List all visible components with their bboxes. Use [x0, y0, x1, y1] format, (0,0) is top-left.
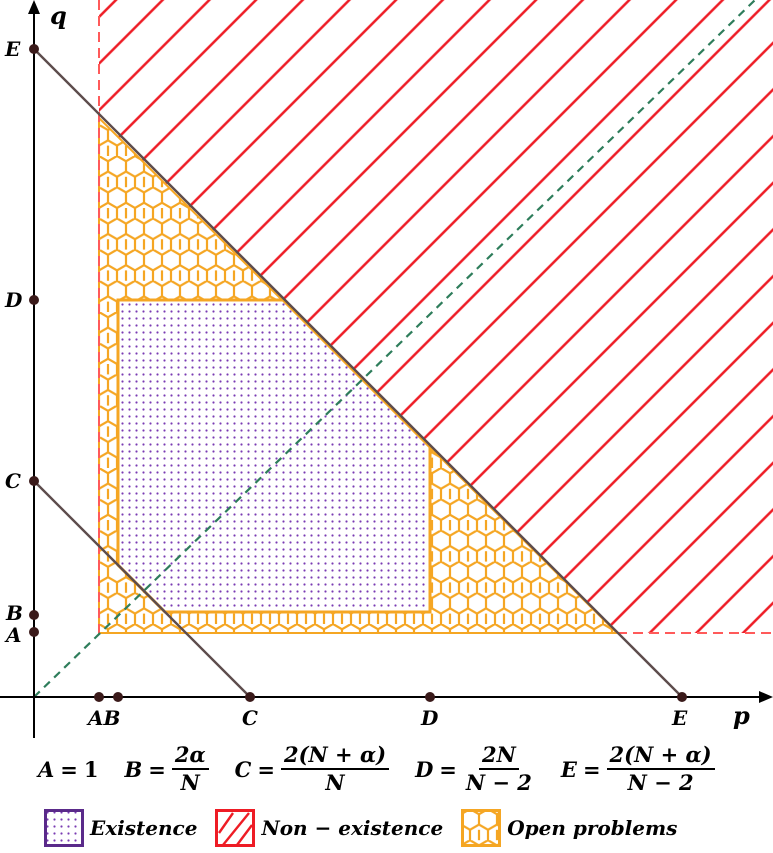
def-a-value: 1 [83, 756, 99, 782]
def-c-eq: = [257, 756, 275, 782]
definition-c: C = 2(N + α) N [234, 744, 390, 795]
legend-existence-label: Existence [90, 816, 198, 840]
y-axis-label: q [50, 1, 67, 30]
def-e-var: E [560, 756, 577, 782]
y-axis-arrow [28, 0, 40, 14]
boundary-line-e [33, 48, 683, 698]
point-d-y [29, 295, 39, 305]
def-d-fraction: 2N N − 2 [463, 744, 535, 794]
def-e-denominator: N − 2 [627, 770, 694, 795]
label-a-y: A [4, 623, 22, 647]
non-existence-swatch [215, 809, 256, 847]
def-c-denominator: N [325, 770, 345, 795]
point-d-x [425, 692, 435, 702]
x-axis-arrow [759, 691, 773, 703]
def-b-numerator: 2α [171, 744, 209, 770]
definition-d: D = 2N N − 2 [415, 744, 535, 794]
def-d-var: D [415, 756, 434, 782]
def-e-eq: = [582, 756, 601, 782]
legend-open-problems-label: Open problems [507, 816, 678, 840]
label-d-y: D [4, 288, 23, 312]
legend: Existence Non − existence Open problems [44, 806, 773, 850]
point-definitions: A = 1 B = 2α N C = 2(N + α) N D = 2N N −… [38, 738, 773, 800]
point-e-y [29, 44, 39, 54]
point-e-x [677, 692, 687, 702]
point-b-x [113, 692, 123, 702]
definition-b: B = 2α N [125, 744, 209, 794]
label-e-y: E [4, 37, 21, 61]
legend-non-existence: Non − existence [215, 809, 443, 847]
label-c-x: C [242, 706, 258, 730]
definition-e: E = 2(N + α) N − 2 [561, 744, 715, 794]
label-b-y: B [5, 601, 23, 625]
y-axis-points: E D C B A [4, 37, 39, 647]
legend-existence: Existence [44, 809, 197, 847]
open-problems-swatch [461, 809, 502, 847]
def-d-denominator: N − 2 [465, 770, 532, 795]
def-c-numerator: 2(N + α) [281, 744, 390, 770]
definition-a: A = 1 [38, 757, 99, 782]
legend-non-existence-label: Non − existence [261, 816, 444, 840]
def-d-numerator: 2N [479, 744, 519, 770]
point-c-y [29, 476, 39, 486]
boundary-line-c [33, 480, 251, 698]
point-c-x [245, 692, 255, 702]
def-c-fraction: 2(N + α) N [281, 744, 390, 795]
existence-swatch [44, 809, 84, 847]
label-d-x: D [420, 706, 439, 730]
def-b-var: B [124, 756, 143, 782]
x-axis-points: AB C D E [86, 692, 688, 730]
def-a-eq: = [60, 756, 78, 782]
legend-open-problems: Open problems [461, 809, 677, 847]
non-existence-region [99, 0, 773, 633]
def-a-var: A [38, 756, 55, 782]
region-diagram: p q E D C B A AB C D E [0, 0, 773, 738]
x-axis-label: p [733, 701, 750, 730]
def-c-var: C [234, 756, 252, 782]
label-c-y: C [5, 469, 21, 493]
def-d-eq: = [439, 756, 457, 782]
def-e-numerator: 2(N + α) [606, 744, 715, 770]
def-b-eq: = [148, 756, 166, 782]
def-b-fraction: 2α N [171, 744, 209, 795]
label-ab-x: AB [86, 706, 120, 730]
label-e-x: E [671, 706, 688, 730]
def-b-denominator: N [180, 770, 200, 795]
def-e-fraction: 2(N + α) N − 2 [606, 744, 715, 795]
point-a-y [29, 627, 39, 637]
point-a-x [94, 692, 104, 702]
point-b-y [29, 610, 39, 620]
